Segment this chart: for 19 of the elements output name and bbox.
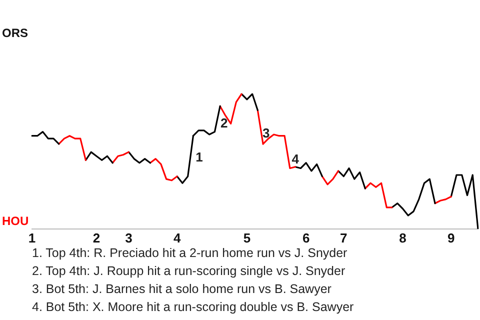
x-tick-label: 9 [448,230,455,246]
x-tick-label: 2 [92,230,100,246]
x-tick-label: 8 [399,230,406,246]
x-tick-label: 4 [173,230,182,246]
x-tick-label: 7 [340,230,348,246]
series-label: 2 [220,116,228,131]
text: ORS [2,26,28,40]
series-label: 3 [262,126,270,141]
text: HOU [2,214,29,228]
text: 3. Bot 5th: J. Barnes hit a solo home run vs B. Sawyer [32,281,332,298]
series-label: 4 [292,151,300,166]
x-tick-label: 3 [125,230,132,246]
text: 4. Bot 5th: X. Moore hit a run-scoring double vs B. Sawyer [32,299,354,316]
x-tick-label: 6 [302,230,310,246]
x-tick-label: 5 [243,230,251,246]
text: 2. Top 4th: J. Roupp hit a run-scoring single vs J. Snyder [32,263,346,280]
text: 1. Top 4th: R. Preciado hit a 2-run home run vs J. Snyder [32,245,348,262]
x-tick-label: 1 [28,230,36,246]
series-label: 1 [196,149,203,164]
